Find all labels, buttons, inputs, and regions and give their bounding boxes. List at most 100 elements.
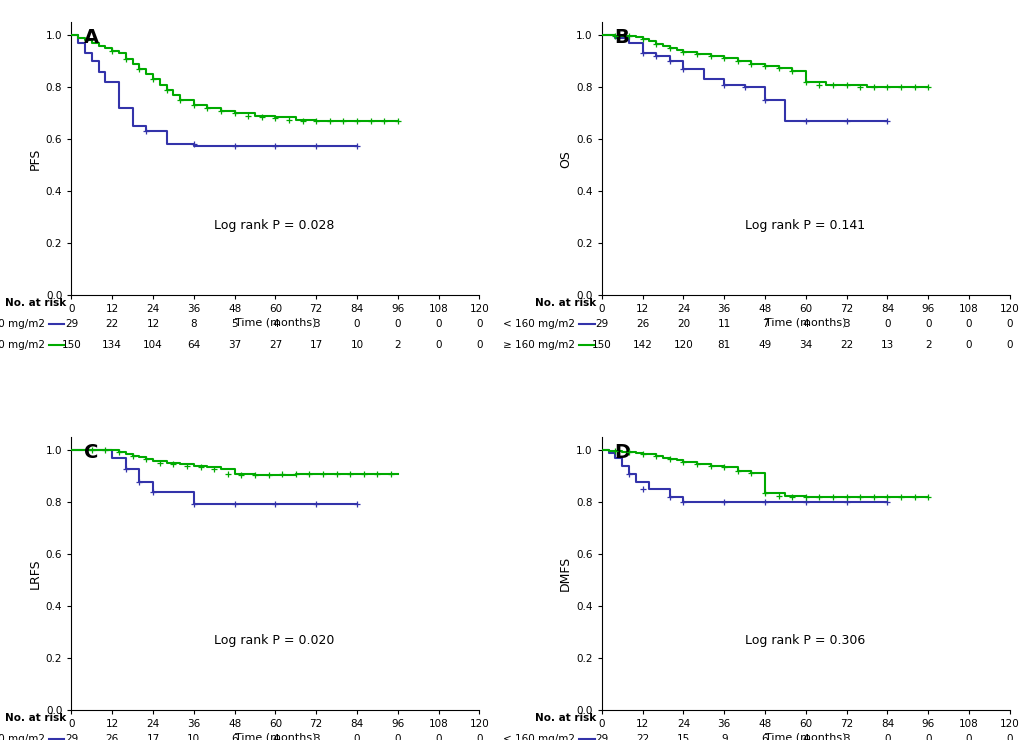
Point	[131, 63, 148, 75]
Point	[294, 115, 311, 127]
Point	[145, 486, 161, 498]
Point	[185, 138, 202, 150]
Text: 0: 0	[965, 319, 971, 329]
Text: No. at risk: No. at risk	[5, 713, 66, 723]
Text: 3: 3	[843, 734, 849, 740]
Text: 150: 150	[591, 340, 611, 350]
Point	[254, 111, 270, 123]
Point	[756, 94, 772, 106]
Text: 4: 4	[802, 734, 808, 740]
Text: 22: 22	[840, 340, 852, 350]
X-axis label: Time (months): Time (months)	[234, 732, 316, 740]
Point	[226, 498, 243, 510]
Point	[308, 140, 324, 152]
Point	[117, 53, 133, 64]
Point	[688, 458, 704, 470]
Text: 6: 6	[761, 734, 767, 740]
Point	[784, 65, 800, 77]
Point	[743, 467, 759, 479]
Point	[810, 491, 826, 503]
Text: 12: 12	[147, 319, 159, 329]
Point	[111, 446, 127, 458]
Point	[348, 498, 365, 510]
Point	[260, 469, 276, 481]
Text: 6: 6	[231, 734, 237, 740]
Point	[341, 468, 358, 480]
Point	[675, 46, 691, 58]
Point	[675, 497, 691, 508]
Text: C: C	[84, 443, 98, 462]
Point	[715, 53, 732, 64]
Point	[124, 450, 141, 462]
Text: 3: 3	[313, 734, 319, 740]
Text: 3: 3	[313, 319, 319, 329]
Text: 20: 20	[677, 319, 689, 329]
Text: 34: 34	[799, 340, 811, 350]
Point	[824, 491, 841, 503]
Point	[226, 107, 243, 119]
Text: D: D	[613, 443, 630, 462]
Point	[865, 491, 881, 503]
Text: 0: 0	[883, 319, 890, 329]
Point	[634, 33, 650, 44]
Point	[702, 50, 718, 62]
Text: 150: 150	[61, 340, 82, 350]
Point	[769, 63, 786, 75]
Point	[784, 491, 800, 503]
Text: 26: 26	[636, 319, 648, 329]
Text: < 160 mg/m2: < 160 mg/m2	[0, 734, 45, 740]
Y-axis label: LRFS: LRFS	[29, 559, 42, 589]
Point	[851, 491, 867, 503]
Text: 2: 2	[924, 340, 930, 350]
Point	[389, 115, 406, 127]
Point	[199, 102, 215, 114]
Point	[362, 115, 378, 127]
Point	[715, 497, 732, 508]
Point	[715, 78, 732, 90]
Text: 4: 4	[802, 319, 808, 329]
Point	[165, 459, 181, 471]
Text: 2: 2	[394, 340, 400, 350]
Point	[267, 498, 283, 510]
Point	[138, 126, 154, 138]
Point	[702, 460, 718, 471]
Point	[213, 105, 229, 117]
Point	[382, 468, 398, 480]
Text: 0: 0	[476, 319, 482, 329]
Point	[865, 81, 881, 93]
Point	[634, 448, 650, 460]
Point	[315, 468, 331, 480]
Text: 22: 22	[106, 319, 118, 329]
Text: 142: 142	[632, 340, 652, 350]
Point	[328, 468, 344, 480]
Point	[906, 491, 922, 503]
Point	[185, 99, 202, 111]
Point	[369, 468, 385, 480]
Text: 0: 0	[965, 340, 971, 350]
Text: 17: 17	[147, 734, 159, 740]
Text: < 160 mg/m2: < 160 mg/m2	[502, 319, 575, 329]
Text: 29: 29	[65, 319, 77, 329]
Point	[756, 488, 772, 500]
Text: 0: 0	[476, 734, 482, 740]
Point	[138, 453, 154, 465]
Point	[117, 462, 133, 474]
Point	[715, 461, 732, 473]
Point	[308, 115, 324, 127]
Text: 81: 81	[717, 340, 730, 350]
Point	[152, 457, 168, 468]
Text: 7: 7	[761, 319, 767, 329]
Point	[661, 491, 678, 503]
Point	[892, 81, 908, 93]
Text: No. at risk: No. at risk	[535, 713, 596, 723]
Point	[736, 81, 752, 93]
Text: No. at risk: No. at risk	[535, 297, 596, 308]
Point	[647, 38, 663, 50]
Point	[356, 468, 372, 480]
Text: 27: 27	[269, 340, 281, 350]
Text: < 160 mg/m2: < 160 mg/m2	[0, 319, 45, 329]
Point	[797, 115, 813, 127]
Point	[838, 78, 854, 90]
Point	[158, 84, 174, 95]
Text: 13: 13	[880, 340, 893, 350]
